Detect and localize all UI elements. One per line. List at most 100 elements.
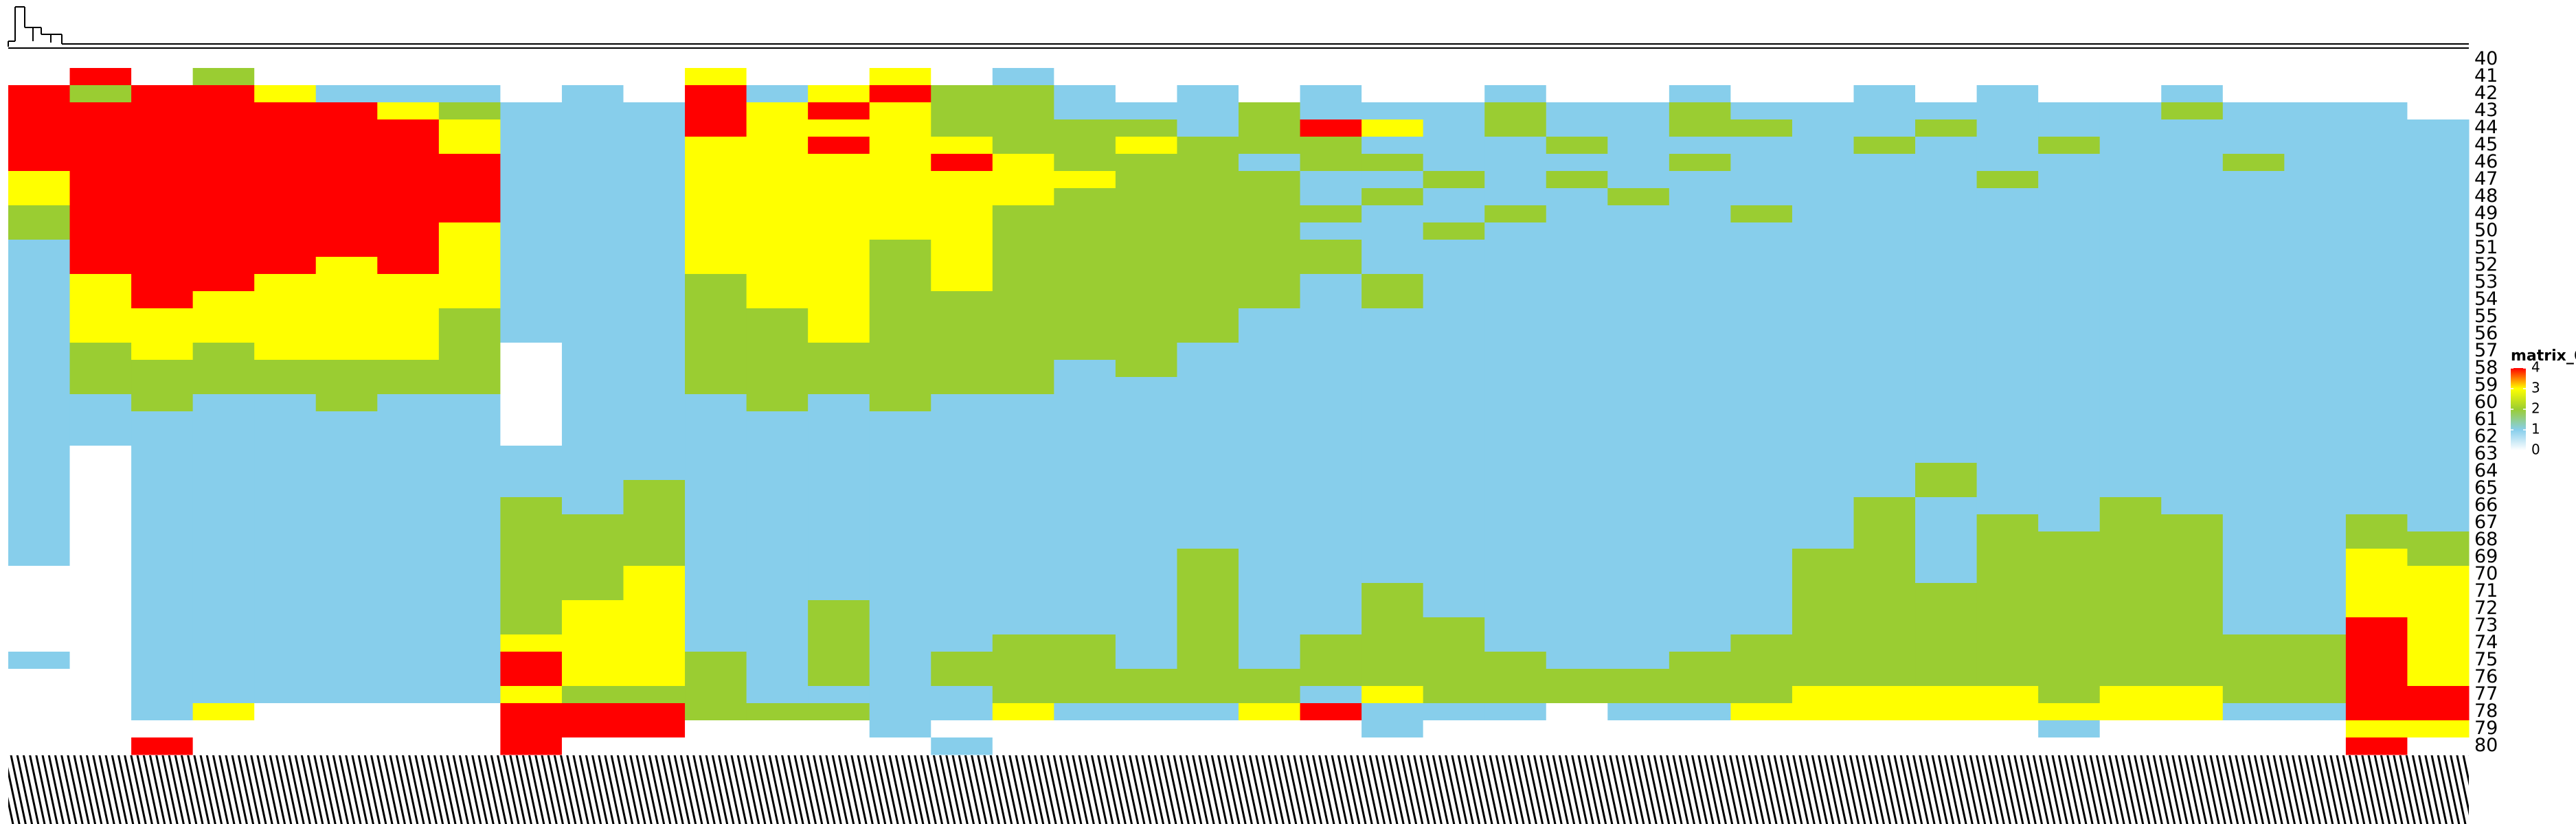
heatmap-cell bbox=[746, 463, 809, 481]
heatmap-cell bbox=[315, 531, 378, 549]
heatmap-cell bbox=[1730, 274, 1793, 292]
heatmap-cell bbox=[1300, 222, 1362, 240]
heatmap-cell bbox=[561, 325, 624, 343]
heatmap-cell bbox=[1239, 566, 1301, 584]
heatmap-cell bbox=[1915, 343, 1978, 360]
heatmap-cell bbox=[2099, 428, 2162, 446]
heatmap-cell bbox=[2161, 514, 2224, 532]
heatmap-cell bbox=[992, 497, 1054, 515]
heatmap-cell bbox=[1730, 205, 1793, 223]
heatmap-cell bbox=[1423, 137, 1485, 154]
heatmap-cell bbox=[1546, 634, 1608, 652]
heatmap-cell bbox=[500, 669, 563, 687]
heatmap-cell bbox=[2038, 51, 2101, 69]
heatmap-cell bbox=[438, 240, 501, 258]
heatmap-cell bbox=[1239, 686, 1301, 704]
heatmap-cell bbox=[1054, 514, 1116, 532]
heatmap-cell bbox=[254, 549, 317, 566]
heatmap-cell bbox=[561, 257, 624, 275]
heatmap-cell bbox=[1546, 205, 1608, 223]
heatmap-cell bbox=[2284, 549, 2347, 566]
heatmap-cell bbox=[69, 514, 132, 532]
heatmap-cell bbox=[808, 428, 870, 446]
heatmap-cell bbox=[315, 205, 378, 223]
heatmap-cell bbox=[8, 188, 71, 206]
heatmap-cell bbox=[1607, 634, 1670, 652]
heatmap-cell bbox=[1484, 51, 1547, 69]
heatmap-cell bbox=[931, 119, 993, 137]
heatmap-cell bbox=[192, 222, 255, 240]
row-label: 52 bbox=[2474, 254, 2498, 275]
heatmap-cell bbox=[2038, 617, 2101, 635]
heatmap-cell bbox=[1546, 720, 1608, 738]
heatmap-cell bbox=[1792, 308, 1854, 326]
heatmap-cell bbox=[500, 291, 563, 309]
heatmap-cell bbox=[8, 274, 71, 292]
heatmap-cell bbox=[2099, 205, 2162, 223]
heatmap-cell bbox=[2222, 446, 2285, 464]
heatmap-cell bbox=[1239, 137, 1301, 154]
heatmap-cell bbox=[1362, 617, 1424, 635]
heatmap-cell bbox=[438, 720, 501, 738]
heatmap-cell bbox=[438, 51, 501, 69]
heatmap-cell bbox=[685, 463, 747, 481]
heatmap-cell bbox=[500, 514, 563, 532]
heatmap-cell bbox=[2284, 497, 2347, 515]
heatmap-cell bbox=[992, 634, 1054, 652]
heatmap-cell bbox=[131, 85, 194, 103]
heatmap-cell bbox=[2099, 703, 2162, 721]
heatmap-cell bbox=[131, 308, 194, 326]
heatmap-cell bbox=[1484, 617, 1547, 635]
heatmap-cell bbox=[1607, 600, 1670, 618]
heatmap-cell bbox=[1054, 463, 1116, 481]
heatmap-cell bbox=[1239, 411, 1301, 429]
heatmap-cell bbox=[1792, 394, 1854, 412]
heatmap-cell bbox=[685, 360, 747, 378]
heatmap-cell bbox=[561, 583, 624, 601]
heatmap-cell bbox=[1915, 377, 1978, 395]
heatmap-cell bbox=[808, 617, 870, 635]
heatmap-cell bbox=[1915, 222, 1978, 240]
heatmap-cell bbox=[931, 188, 993, 206]
heatmap-cell bbox=[1115, 737, 1177, 755]
heatmap-cell bbox=[1607, 480, 1670, 498]
heatmap-cell bbox=[1915, 583, 1978, 601]
heatmap-cell bbox=[2099, 343, 2162, 360]
heatmap-cell bbox=[1669, 102, 1731, 120]
heatmap-cell bbox=[1792, 343, 1854, 360]
heatmap-cell bbox=[1730, 411, 1793, 429]
heatmap-cell bbox=[315, 257, 378, 275]
heatmap-cell bbox=[623, 634, 686, 652]
heatmap-cell bbox=[1607, 154, 1670, 172]
colorbar-tick-label: 0 bbox=[2531, 442, 2540, 458]
heatmap-cell bbox=[254, 411, 317, 429]
heatmap-cell bbox=[1362, 343, 1424, 360]
heatmap-cell bbox=[69, 222, 132, 240]
heatmap-cell bbox=[1976, 394, 2039, 412]
heatmap-cell bbox=[2345, 291, 2408, 309]
heatmap-cell bbox=[1300, 480, 1362, 498]
heatmap-cell bbox=[1423, 480, 1485, 498]
heatmap-cell bbox=[1915, 394, 1978, 412]
heatmap-cell bbox=[1115, 308, 1177, 326]
heatmap-cell bbox=[931, 600, 993, 618]
heatmap-cell bbox=[315, 171, 378, 189]
heatmap-cell bbox=[2345, 308, 2408, 326]
heatmap-cell bbox=[131, 222, 194, 240]
heatmap-cell bbox=[2222, 325, 2285, 343]
heatmap-cell bbox=[685, 343, 747, 360]
heatmap-cell bbox=[254, 617, 317, 635]
heatmap-cell bbox=[1484, 102, 1547, 120]
heatmap-cell bbox=[192, 102, 255, 120]
heatmap-cell bbox=[1915, 428, 1978, 446]
heatmap-cell bbox=[2161, 411, 2224, 429]
heatmap-cell bbox=[1423, 205, 1485, 223]
heatmap-cell bbox=[438, 737, 501, 755]
heatmap-cell bbox=[1976, 137, 2039, 154]
heatmap-cell bbox=[746, 102, 809, 120]
heatmap-cell bbox=[869, 652, 931, 670]
heatmap-cell bbox=[1362, 703, 1424, 721]
heatmap-cell bbox=[2099, 514, 2162, 532]
heatmap-cell bbox=[2284, 669, 2347, 687]
heatmap-cell bbox=[2284, 291, 2347, 309]
